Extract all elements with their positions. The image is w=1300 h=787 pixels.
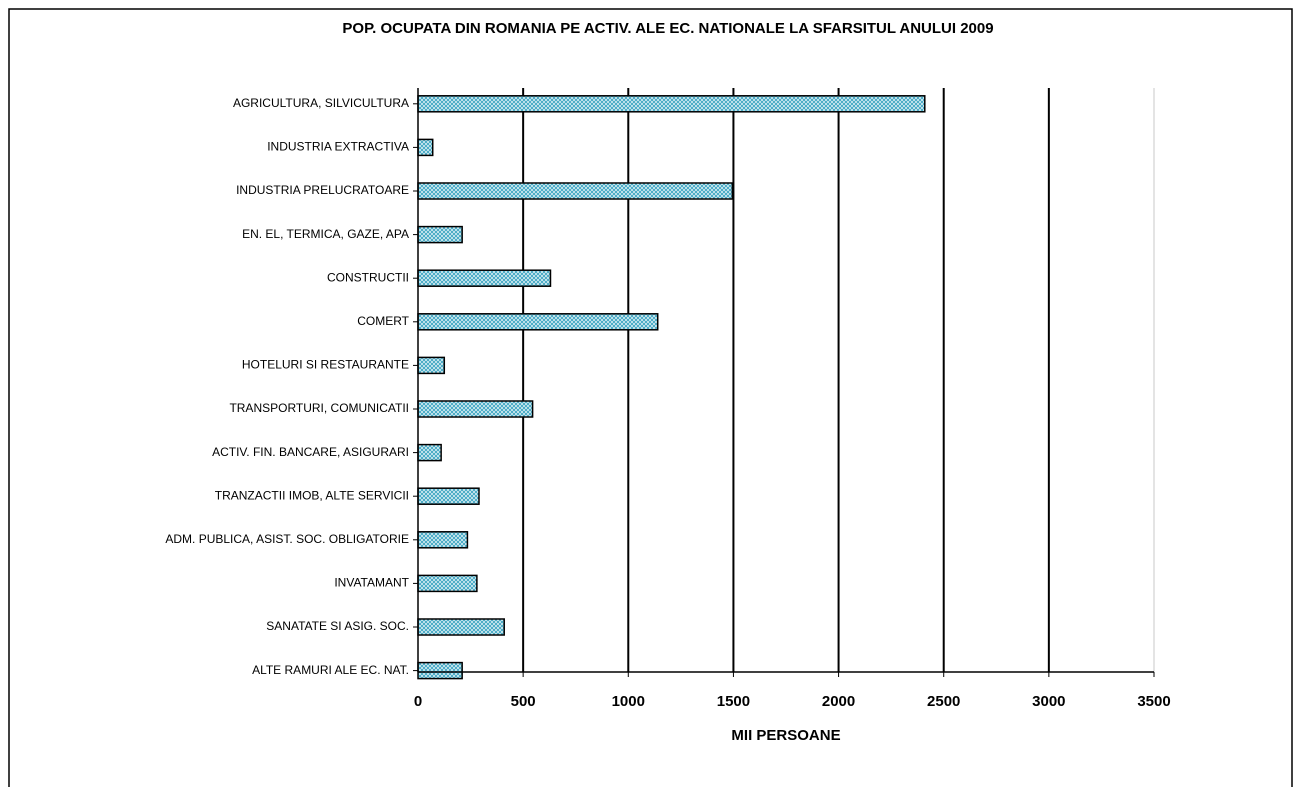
bar	[417, 400, 534, 418]
x-tick-label: 3500	[1137, 693, 1170, 710]
bar	[417, 182, 734, 200]
x-tick-label: 3000	[1032, 693, 1065, 710]
x-tick-label: 2500	[927, 693, 960, 710]
bar	[417, 313, 659, 331]
y-tick-label: EN. EL, TERMICA, GAZE, APA	[242, 227, 409, 241]
y-tick-label: TRANZACTII IMOB, ALTE SERVICII	[215, 488, 409, 502]
y-tick-label: COMERT	[357, 314, 409, 328]
x-tick-label: 500	[511, 693, 536, 710]
bar	[417, 487, 480, 505]
y-tick-label: INVATAMANT	[334, 576, 409, 590]
y-tick-label: ADM. PUBLICA, ASIST. SOC. OBLIGATORIE	[165, 532, 409, 546]
bar	[417, 269, 552, 287]
frame	[8, 8, 1293, 787]
bar	[417, 618, 505, 636]
x-tick-label: 2000	[822, 693, 855, 710]
x-axis-label: MII PERSOANE	[731, 727, 840, 744]
chart-title: POP. OCUPATA DIN ROMANIA PE ACTIV. ALE E…	[342, 20, 993, 37]
bar	[417, 138, 434, 157]
y-tick-label: AGRICULTURA, SILVICULTURA	[233, 96, 409, 110]
x-tick-label: 0	[414, 693, 422, 710]
bar	[417, 443, 442, 462]
y-tick-label: SANATATE SI ASIG. SOC.	[266, 619, 409, 633]
y-tick-label: HOTELURI SI RESTAURANTE	[242, 358, 409, 372]
bar	[417, 661, 463, 680]
bar	[417, 95, 926, 113]
bar	[417, 356, 446, 375]
y-tick-label: INDUSTRIA EXTRACTIVA	[267, 140, 409, 154]
x-tick-label: 1000	[612, 693, 645, 710]
bar	[417, 225, 463, 244]
y-tick-label: ALTE RAMURI ALE EC. NAT.	[252, 663, 409, 677]
y-tick-label: INDUSTRIA PRELUCRATOARE	[236, 183, 409, 197]
y-tick-label: ACTIV. FIN. BANCARE, ASIGURARI	[212, 445, 409, 459]
bar	[417, 574, 478, 593]
y-tick-label: TRANSPORTURI, COMUNICATII	[229, 401, 409, 415]
bar	[417, 531, 469, 549]
y-tick-label: CONSTRUCTII	[327, 270, 409, 284]
x-tick-label: 1500	[717, 693, 750, 710]
